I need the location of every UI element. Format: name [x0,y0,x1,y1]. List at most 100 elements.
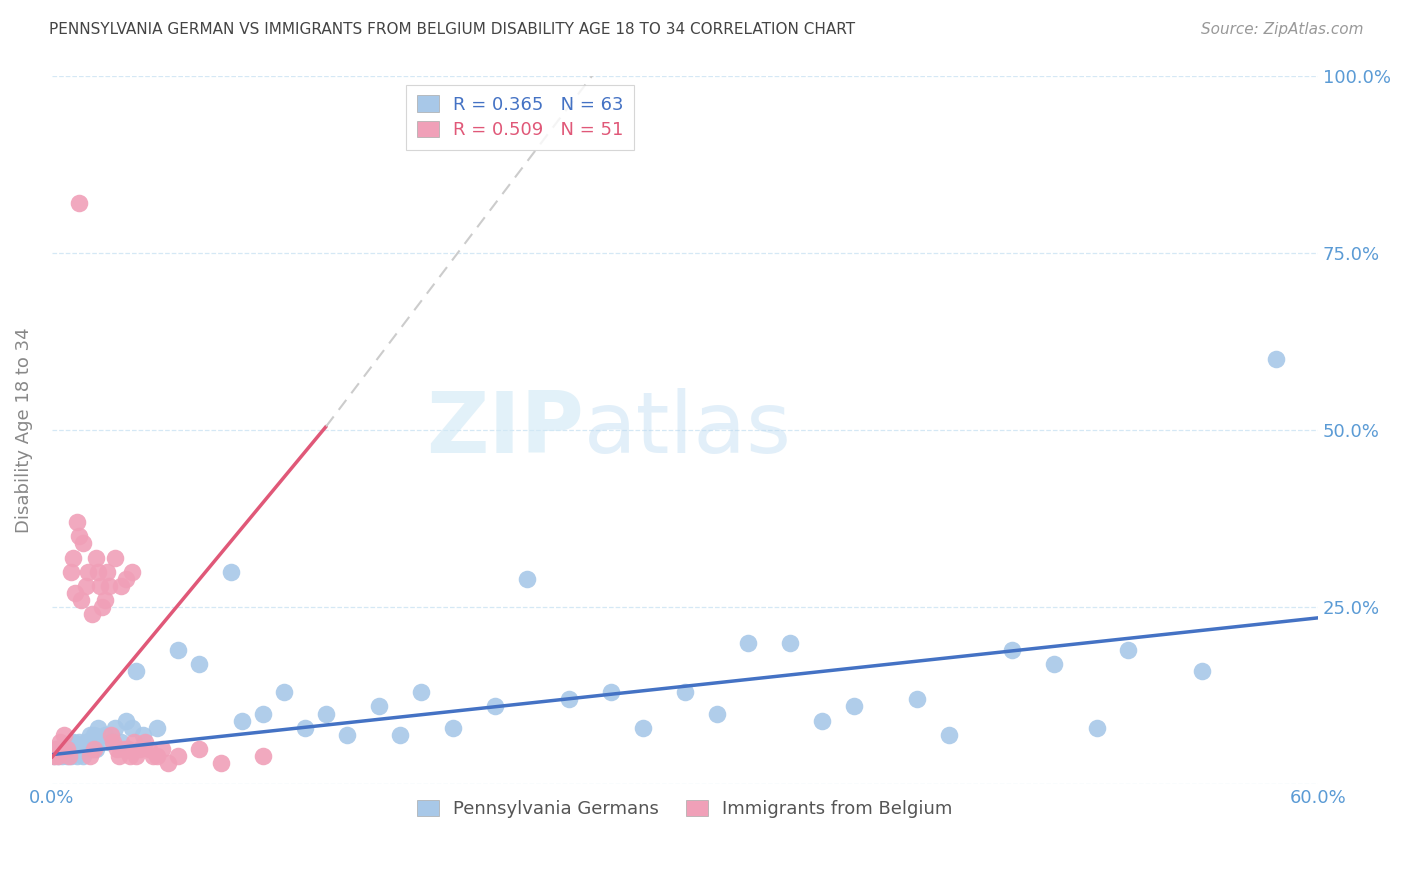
Point [55,749,77,764]
Point [66,749,89,764]
Point [411,685,433,699]
Point [737,635,759,649]
Point [1116,642,1139,657]
Point [1191,664,1213,678]
Point [188,742,211,756]
Point [294,721,316,735]
Point [83,742,105,756]
Point [42,749,65,764]
Point [76,742,98,756]
Point [1085,721,1108,735]
Point [129,742,152,756]
Point [97,579,120,593]
Point [134,735,156,749]
Point [53,728,76,742]
Point [631,721,654,735]
Point [273,685,295,699]
Point [1001,642,1024,657]
Text: PENNSYLVANIA GERMAN VS IMMIGRANTS FROM BELGIUM DISABILITY AGE 18 TO 34 CORRELATI: PENNSYLVANIA GERMAN VS IMMIGRANTS FROM B… [49,22,855,37]
Point [121,721,143,735]
Point [146,749,169,764]
Point [46,749,69,764]
Point [121,565,143,579]
Point [125,749,148,764]
Point [75,579,97,593]
Point [49,742,72,756]
Point [150,742,173,756]
Point [252,706,274,721]
Point [75,735,97,749]
Point [112,742,135,756]
Point [70,593,93,607]
Point [105,742,128,756]
Point [905,692,928,706]
Point [673,685,696,699]
Point [108,749,131,764]
Point [600,685,623,699]
Point [441,721,464,735]
Point [811,714,834,728]
Point [706,706,728,721]
Point [167,749,190,764]
Point [101,735,124,749]
Point [87,721,110,735]
Point [87,565,110,579]
Point [209,756,232,771]
Point [70,742,93,756]
Point [93,728,115,742]
Point [58,742,80,756]
Point [83,728,105,742]
Point [62,550,84,565]
Point [252,749,274,764]
Text: Source: ZipAtlas.com: Source: ZipAtlas.com [1201,22,1364,37]
Point [59,749,82,764]
Point [67,735,90,749]
Point [146,721,169,735]
Point [779,635,801,649]
Point [79,749,101,764]
Point [336,728,359,742]
Point [42,749,65,764]
Point [80,607,103,622]
Point [97,735,120,749]
Point [58,749,80,764]
Point [62,735,84,749]
Point [938,728,960,742]
Point [110,735,132,749]
Point [84,550,107,565]
Point [118,749,141,764]
Point [156,756,179,771]
Point [46,749,69,764]
Point [484,699,506,714]
Point [45,742,67,756]
Point [516,572,538,586]
Point [104,721,127,735]
Point [51,742,73,756]
Point [76,565,98,579]
Point [96,565,118,579]
Point [67,196,90,211]
Point [367,699,389,714]
Point [51,749,73,764]
Point [67,529,90,543]
Point [167,642,190,657]
Point [49,735,72,749]
Point [59,565,82,579]
Point [558,692,581,706]
Point [55,742,77,756]
Point [1043,657,1066,671]
Point [114,714,136,728]
Point [231,714,253,728]
Point [117,742,139,756]
Point [122,735,145,749]
Point [53,742,76,756]
Point [84,742,107,756]
Point [72,536,94,550]
Point [1264,352,1286,367]
Legend: Pennsylvania Germans, Immigrants from Belgium: Pennsylvania Germans, Immigrants from Be… [411,792,960,825]
Point [89,579,111,593]
Point [138,742,160,756]
Point [93,593,115,607]
Point [110,579,132,593]
Point [142,749,165,764]
